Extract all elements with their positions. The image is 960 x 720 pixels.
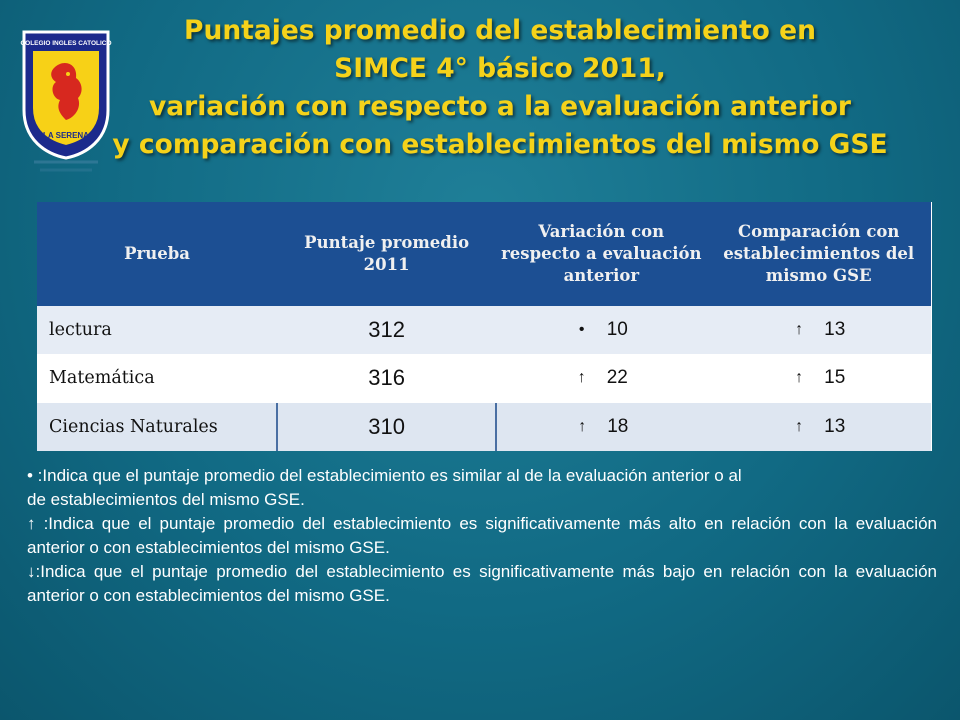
table-header-row: Prueba Puntaje promedio 2011 Variación c… — [37, 202, 931, 306]
logo-top-text: COLEGIO INGLES CATOLICO — [20, 40, 111, 47]
prueba-cell: Matemática — [37, 354, 278, 403]
variacion-value: 10 — [606, 319, 628, 341]
results-table-container: Prueba Puntaje promedio 2011 Variación c… — [37, 202, 932, 451]
header-variacion: Variación con respecto a evaluación ante… — [496, 202, 707, 306]
variacion-cell: • 10 — [496, 306, 707, 355]
comparacion-cell: ↑ 15 — [706, 354, 931, 403]
prueba-cell: Ciencias Naturales — [37, 402, 279, 451]
variacion-value: 18 — [607, 415, 629, 437]
title-line-1: Puntajes promedio del establecimiento en — [184, 15, 816, 46]
arrow-up-icon: ↑ — [795, 369, 804, 387]
arrow-up-icon: ↑ — [795, 417, 804, 435]
header-prueba: Prueba — [37, 202, 278, 306]
legend-higher: ↑ :Indica que el puntaje promedio del es… — [27, 514, 937, 557]
variacion-cell: ↑ 22 — [496, 354, 707, 403]
variacion-value: 22 — [606, 367, 628, 389]
puntaje-cell: 316 — [277, 354, 497, 403]
title-line-2: SIMCE 4° básico 2011, — [334, 53, 666, 84]
arrow-up-icon: ↑ — [578, 417, 587, 435]
legend-similar-line-2: de establecimientos del mismo GSE. — [27, 490, 305, 509]
table-row: lectura 312 • 10 ↑ 13 — [37, 306, 931, 355]
legend-similar-line-1: • :Indica que el puntaje promedio del es… — [27, 466, 742, 485]
legend-lower: ↓:Indica que el puntaje promedio del est… — [27, 562, 937, 605]
comparacion-value: 15 — [824, 367, 846, 389]
comparacion-cell: ↑ 13 — [706, 306, 931, 355]
table-row: Matemática 316 ↑ 22 ↑ 15 — [37, 354, 931, 403]
results-table: Prueba Puntaje promedio 2011 Variación c… — [37, 202, 932, 451]
school-crest-logo: COLEGIO INGLES CATOLICO LA SERENA — [20, 30, 112, 172]
comparacion-value: 13 — [824, 415, 846, 437]
title-line-4: y comparación con establecimientos del m… — [112, 129, 888, 160]
variacion-cell: ↑ 18 — [496, 402, 707, 451]
legend: • :Indica que el puntaje promedio del es… — [27, 464, 937, 608]
table-row: Ciencias Naturales 310 ↑ 18 ↑ 13 — [37, 402, 931, 451]
puntaje-cell: 310 — [277, 402, 498, 451]
prueba-cell: lectura — [37, 306, 278, 355]
arrow-up-icon: ↑ — [795, 321, 804, 339]
header-comparacion: Comparación con establecimientos del mis… — [706, 202, 931, 306]
slide-title: Puntajes promedio del establecimiento en… — [60, 12, 940, 164]
comparacion-cell: ↑ 13 — [706, 402, 931, 451]
comparacion-value: 13 — [824, 319, 846, 341]
title-line-3: variación con respecto a la evaluación a… — [148, 91, 852, 122]
similar-dot-icon: • — [578, 321, 585, 339]
header-puntaje: Puntaje promedio 2011 — [277, 202, 497, 306]
puntaje-cell: 312 — [277, 306, 497, 355]
logo-bottom-text: LA SERENA — [43, 131, 89, 140]
arrow-up-icon: ↑ — [577, 369, 586, 387]
